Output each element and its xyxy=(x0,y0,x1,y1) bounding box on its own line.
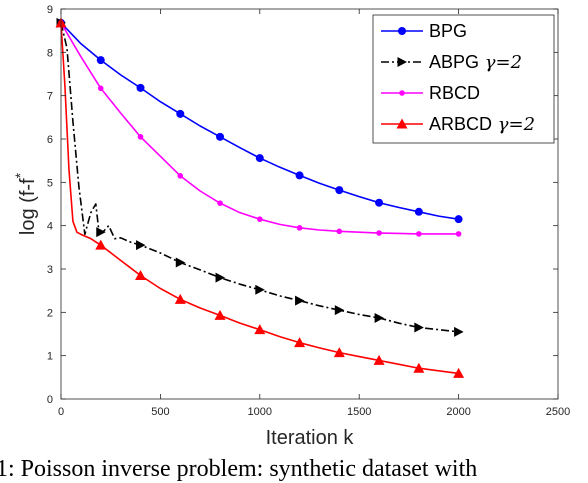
y-tick-label: 6 xyxy=(47,134,53,146)
data-point xyxy=(135,270,147,280)
data-point xyxy=(376,230,382,236)
data-point xyxy=(455,231,462,237)
data-point xyxy=(177,173,184,179)
data-point xyxy=(416,231,422,237)
data-point xyxy=(214,309,226,320)
data-point xyxy=(414,322,424,333)
x-tick-label: 1000 xyxy=(248,406,272,418)
data-point xyxy=(295,295,305,306)
data-point xyxy=(175,257,186,268)
data-point xyxy=(453,367,465,378)
series-4 xyxy=(55,17,465,378)
data-point xyxy=(374,312,385,323)
line-chart: 0 500 1000 1500 2000 2500 0 1 2 3 4 5 6 7 8 9 Iteration… xyxy=(12,4,570,449)
y-tick-label: 4 xyxy=(47,221,53,233)
series-line xyxy=(60,22,459,333)
series-2 xyxy=(56,17,464,337)
y-axis-label: log (f-f* xyxy=(12,172,39,235)
data-point xyxy=(217,200,223,206)
data-point xyxy=(255,154,264,163)
legend-label: RBCD xyxy=(429,83,480,103)
data-point xyxy=(375,198,384,207)
y-axis-label-superscript: * xyxy=(12,172,28,178)
data-point xyxy=(413,362,425,373)
data-point xyxy=(136,240,146,251)
x-tick-label: 0 xyxy=(58,406,64,418)
data-point xyxy=(454,215,463,224)
data-point xyxy=(95,239,107,250)
legend-marker xyxy=(398,27,406,35)
x-tick-label: 500 xyxy=(151,406,169,418)
data-point xyxy=(96,227,106,238)
y-tick-label: 0 xyxy=(47,394,53,406)
data-point xyxy=(334,305,345,316)
legend-label: ABPG γ=2 xyxy=(429,52,522,73)
plot-frame xyxy=(60,8,559,400)
data-point xyxy=(176,109,185,118)
data-point xyxy=(257,216,263,222)
ticks-layer: 0 500 1000 1500 2000 2500 0 1 2 3 4 5 6 7 8 9 xyxy=(47,4,570,418)
legend-marker xyxy=(399,90,405,96)
series-1 xyxy=(57,18,463,224)
y-tick-label: 9 xyxy=(47,4,53,16)
y-axis-label-text: log (f-f xyxy=(17,178,39,235)
legend-label: BPG xyxy=(429,21,467,41)
series-line xyxy=(60,22,459,375)
data-point xyxy=(335,186,344,195)
x-axis-label: Iteration k xyxy=(266,427,355,449)
x-tick-label: 1500 xyxy=(347,406,371,418)
data-point xyxy=(454,326,464,337)
y-tick-label: 3 xyxy=(47,264,53,276)
figure-caption: 1: Poisson inverse problem: synthetic da… xyxy=(0,456,478,482)
data-point xyxy=(296,225,303,231)
legend-label-gamma: γ=2 xyxy=(479,52,522,73)
legend-marker xyxy=(397,57,407,67)
data-point xyxy=(215,272,226,283)
legend-label: ARBCD γ=2 xyxy=(429,114,535,135)
legend-label-text: ARBCD xyxy=(429,114,492,134)
y-tick-label: 5 xyxy=(47,177,53,189)
data-point xyxy=(216,132,225,141)
data-point xyxy=(255,284,265,295)
data-point xyxy=(97,85,104,92)
y-tick-label: 2 xyxy=(47,307,53,319)
data-point xyxy=(414,207,423,216)
legend: BPG ABPG γ=2 RBCD ARBCD γ=2 xyxy=(372,14,555,144)
legend-marker xyxy=(396,118,408,129)
data-point xyxy=(294,337,306,348)
data-point xyxy=(136,83,145,92)
legend-label-gamma: γ=2 xyxy=(492,114,535,135)
y-tick-label: 7 xyxy=(47,91,53,103)
x-tick-label: 2500 xyxy=(546,406,570,418)
series-layer xyxy=(55,17,465,378)
y-tick-label: 8 xyxy=(47,47,53,59)
data-point xyxy=(137,134,144,140)
data-point xyxy=(295,171,304,180)
data-point xyxy=(254,324,266,335)
y-tick-label: 1 xyxy=(47,351,53,363)
data-point xyxy=(96,56,105,65)
data-point xyxy=(373,354,385,365)
data-point xyxy=(333,347,345,358)
legend-label-text: ABPG xyxy=(429,52,479,72)
data-point xyxy=(336,228,343,235)
x-tick-label: 2000 xyxy=(446,406,470,418)
data-point xyxy=(174,293,186,304)
